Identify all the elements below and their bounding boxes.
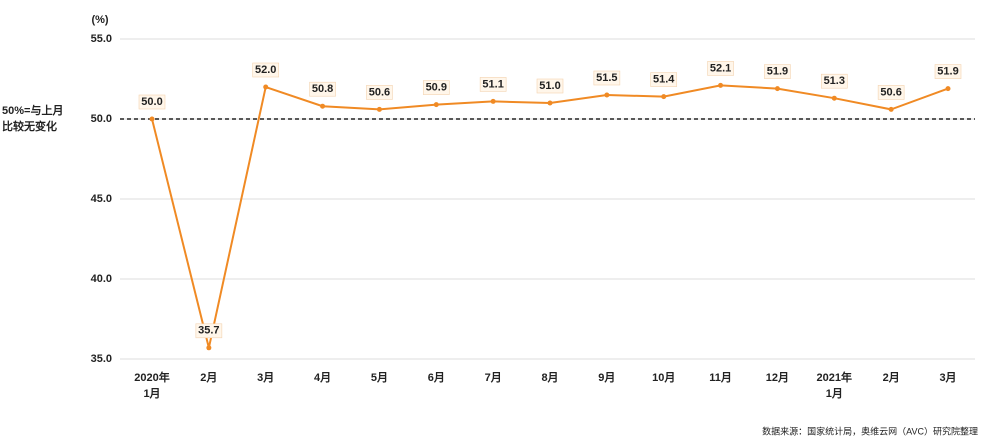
value-label-box (764, 64, 791, 79)
y-tick-label: 40.0 (91, 273, 112, 285)
point (206, 345, 212, 351)
x-tick-label: 2月 (200, 372, 218, 384)
value-label: 50.6 (880, 86, 901, 98)
x-tick-label: 2021年 1月 (816, 372, 853, 400)
value-label: 51.1 (482, 78, 503, 90)
reference-label: 50%=与上月 比较无变化 (2, 105, 64, 133)
value-label: 51.3 (824, 75, 845, 87)
y-tick-label: 55.0 (91, 33, 112, 45)
value-label: 50.8 (312, 83, 333, 95)
value-label: 51.5 (596, 72, 617, 84)
y-tick-label: 50.0 (91, 113, 112, 125)
value-label-box (877, 85, 905, 100)
value-label: 50.6 (369, 86, 390, 98)
point (831, 95, 837, 101)
point (774, 86, 780, 92)
value-label-box (138, 94, 166, 110)
value-label-box (252, 62, 280, 78)
y-axis-label: (%) (91, 14, 108, 26)
value-label-box (934, 64, 962, 79)
x-tick-label: 10月 (652, 372, 676, 384)
x-tick-label: 5月 (370, 372, 388, 384)
value-label-box (536, 78, 564, 94)
value-label-box (195, 323, 223, 339)
value-label: 52.0 (255, 64, 276, 76)
value-label-box (707, 61, 734, 76)
point (490, 98, 496, 104)
value-label-box (422, 80, 450, 95)
point (945, 86, 951, 92)
source-note: 数据来源：国家统计局，奥维云网（AVC）研究院整理 (762, 425, 978, 436)
x-tick-label: 3月 (939, 372, 957, 384)
x-tick-label: 6月 (427, 372, 445, 384)
value-label-box (479, 77, 507, 92)
x-tick-label: 9月 (598, 372, 616, 384)
point (149, 116, 155, 122)
y-tick-label: 35.0 (91, 353, 112, 365)
line (151, 84, 949, 349)
value-label-box (820, 73, 848, 89)
value-label: 52.1 (710, 62, 731, 74)
value-label: 51.4 (653, 74, 675, 86)
point (263, 84, 269, 90)
y-tick-label: 45.0 (91, 193, 112, 205)
value-label-box (650, 72, 678, 87)
x-tick-label: 3月 (257, 372, 275, 384)
point (888, 106, 894, 112)
x-tick-label: 2020年 1月 (134, 372, 170, 400)
value-label: 51.9 (767, 66, 788, 78)
value-label: 50.9 (426, 82, 447, 94)
point (433, 102, 439, 108)
point (376, 106, 382, 112)
value-label: 51.9 (937, 66, 958, 78)
value-label-box (309, 81, 336, 97)
x-tick-label: 7月 (484, 372, 502, 384)
point (547, 100, 553, 106)
point (320, 103, 326, 109)
value-label: 35.7 (198, 325, 219, 337)
x-tick-label: 4月 (314, 372, 332, 384)
value-label-box (593, 70, 621, 86)
x-tick-label: 2月 (882, 372, 900, 384)
x-tick-label: 11月 (709, 372, 732, 384)
point (604, 92, 610, 98)
point (661, 94, 667, 100)
value-label: 51.0 (539, 80, 560, 92)
x-tick-label: 8月 (541, 372, 559, 384)
x-tick-label: 12月 (765, 372, 790, 384)
value-label: 50.0 (141, 96, 162, 108)
value-label-box (366, 85, 393, 100)
point (718, 82, 724, 88)
